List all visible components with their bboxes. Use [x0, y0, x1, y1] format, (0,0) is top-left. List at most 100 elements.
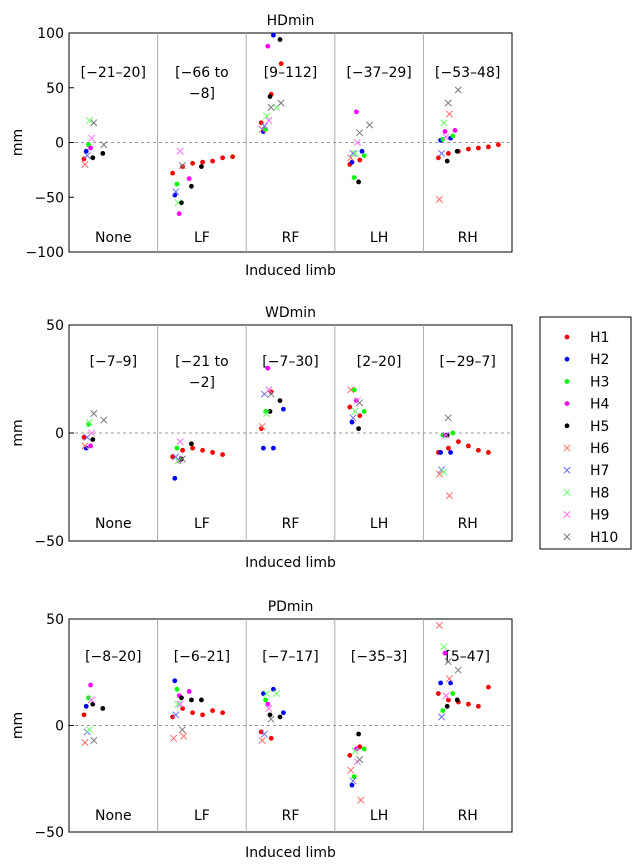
data-point-h6 — [348, 767, 354, 773]
legend-marker — [565, 335, 570, 340]
chart-title: PDmin — [268, 599, 314, 615]
data-point-h6 — [446, 492, 452, 498]
data-point-h1 — [180, 448, 185, 453]
data-point-h1 — [210, 450, 215, 455]
data-point-h3 — [175, 687, 180, 692]
data-point-h5 — [278, 398, 283, 403]
data-point-h8 — [273, 690, 279, 696]
category-label: LH — [370, 230, 388, 246]
data-point-h10 — [278, 100, 284, 106]
range-label: [−35–3] — [351, 649, 407, 665]
data-point-h1 — [436, 691, 441, 696]
data-point-h4 — [354, 109, 359, 114]
range-label: [−21–20] — [81, 65, 146, 81]
data-point-h10 — [356, 129, 362, 135]
category-label: LF — [194, 808, 210, 824]
data-point-h6 — [170, 735, 176, 741]
data-point-h1 — [190, 161, 195, 166]
data-point-h1 — [496, 142, 501, 147]
data-point-h1 — [476, 704, 481, 709]
y-tick-label: 0 — [55, 426, 64, 442]
data-point-h2 — [271, 33, 276, 38]
data-point-h1 — [210, 708, 215, 713]
x-axis-label: Induced limb — [245, 263, 336, 279]
data-point-h3 — [440, 708, 445, 713]
data-point-h6 — [82, 739, 88, 745]
data-point-h1 — [190, 446, 195, 451]
data-point-h1 — [456, 439, 461, 444]
data-point-h2 — [438, 450, 443, 455]
data-point-h10 — [179, 727, 185, 733]
data-point-h5 — [356, 426, 361, 431]
data-point-h1 — [466, 147, 471, 152]
y-tick-label: 50 — [46, 81, 64, 97]
category-label: None — [95, 230, 132, 246]
y-tick-label: −50 — [34, 190, 64, 206]
category-label: None — [95, 516, 132, 532]
category-label: RF — [282, 516, 300, 532]
data-point-h1 — [466, 702, 471, 707]
data-point-h5 — [90, 155, 95, 160]
data-point-h3 — [362, 153, 367, 158]
data-point-h3 — [175, 182, 180, 187]
data-point-h5 — [278, 715, 283, 720]
data-point-h1 — [476, 448, 481, 453]
legend-label: H3 — [590, 374, 609, 390]
data-point-h7 — [438, 714, 444, 720]
category-label: RF — [282, 230, 300, 246]
data-point-h4 — [88, 146, 93, 151]
y-tick-label: 50 — [46, 318, 64, 334]
data-point-h3 — [450, 431, 455, 436]
range-label: [−8–20] — [85, 649, 141, 665]
range-label: [2–20] — [357, 354, 402, 370]
data-point-h9 — [443, 692, 449, 698]
data-point-h2 — [448, 450, 453, 455]
legend-marker — [565, 401, 570, 406]
legend-marker — [565, 379, 570, 384]
category-label: LF — [194, 230, 210, 246]
range-label: [−53–48] — [435, 65, 500, 81]
data-point-h1 — [279, 61, 284, 66]
data-point-h10 — [91, 737, 97, 743]
legend-label: H6 — [590, 441, 610, 457]
category-label: RH — [458, 230, 478, 246]
data-point-h1 — [357, 158, 362, 163]
data-point-h4 — [265, 44, 270, 49]
data-point-h6 — [358, 797, 364, 803]
data-point-h3 — [450, 691, 455, 696]
data-point-h5 — [445, 704, 450, 709]
data-point-h10 — [268, 104, 274, 110]
legend-label: H10 — [590, 530, 618, 546]
data-point-h10 — [101, 141, 107, 147]
data-point-h4 — [443, 129, 448, 134]
data-point-h5 — [199, 164, 204, 169]
data-point-h6 — [180, 733, 186, 739]
legend-box — [540, 317, 631, 549]
panel-pdmin: PDmin mm Induced limb −50 0 50 None [−8–20] LF [−… — [10, 599, 512, 861]
category-label: LH — [370, 516, 388, 532]
data-point-h8 — [352, 408, 358, 414]
data-point-h1 — [200, 448, 205, 453]
y-tick-label: 100 — [37, 26, 64, 42]
data-point-h5 — [455, 149, 460, 154]
data-point-h4 — [187, 689, 192, 694]
range-label: [−21 to −2] — [175, 354, 229, 391]
data-point-h8 — [441, 643, 447, 649]
data-point-h6 — [436, 196, 442, 202]
legend-marker — [565, 357, 570, 362]
legend-label: H8 — [590, 485, 609, 501]
data-point-h1 — [82, 712, 87, 717]
y-tick-label: 0 — [55, 719, 64, 735]
data-point-h9 — [177, 438, 183, 444]
data-point-h1 — [446, 151, 451, 156]
legend-label: H9 — [590, 508, 609, 524]
y-axis-label: mm — [10, 129, 26, 156]
data-point-h2 — [84, 704, 89, 709]
data-point-h2 — [360, 149, 365, 154]
data-point-h4 — [177, 211, 182, 216]
data-point-h10 — [445, 415, 451, 421]
chart-title: HDmin — [267, 13, 315, 29]
data-point-h5 — [278, 37, 283, 42]
data-point-h1 — [486, 685, 491, 690]
